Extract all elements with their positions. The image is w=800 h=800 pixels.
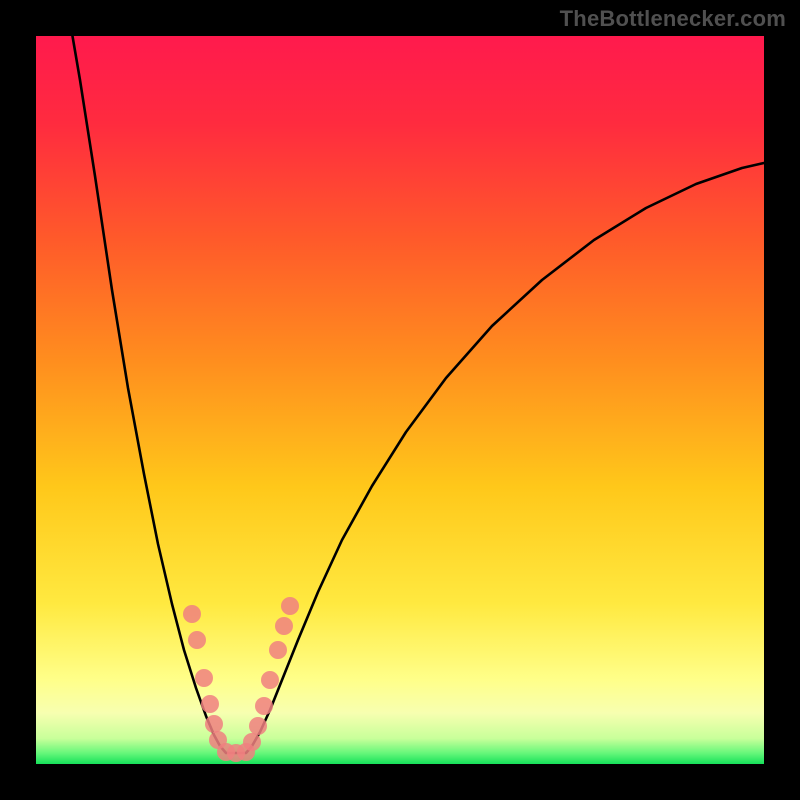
plot-background xyxy=(36,36,764,764)
data-point xyxy=(281,597,299,615)
data-point xyxy=(195,669,213,687)
data-point xyxy=(255,697,273,715)
data-point xyxy=(201,695,219,713)
data-point xyxy=(243,733,261,751)
chart-svg xyxy=(0,0,800,800)
data-point xyxy=(269,641,287,659)
data-point xyxy=(188,631,206,649)
data-point xyxy=(205,715,223,733)
chart-canvas: TheBottlenecker.com xyxy=(0,0,800,800)
data-point xyxy=(249,717,267,735)
data-point xyxy=(275,617,293,635)
data-point xyxy=(183,605,201,623)
data-point xyxy=(261,671,279,689)
